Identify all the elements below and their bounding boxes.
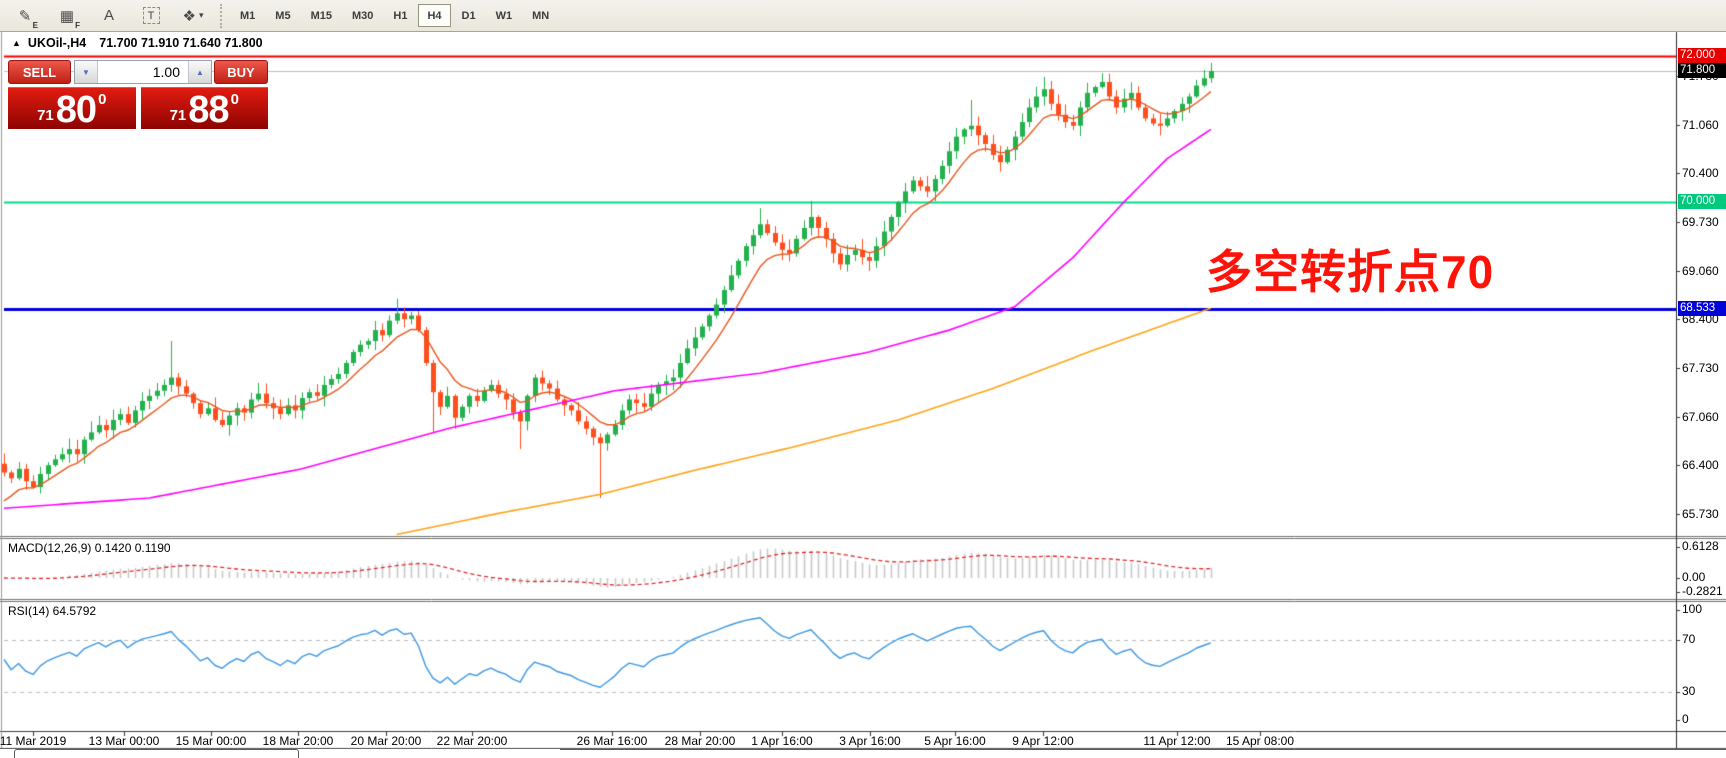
dropdown-caret-icon: ▾: [198, 10, 204, 20]
tabstrip-line: [560, 749, 1726, 750]
timeframe-H4[interactable]: H4: [418, 4, 451, 27]
buy-price-tile[interactable]: 71 88 0: [140, 87, 268, 132]
chart-title-symbol: UKOil-,H4: [27, 36, 87, 50]
grid-icon[interactable]: ▦ F: [59, 7, 80, 30]
sell-price-prefix: 71: [37, 107, 54, 124]
volume-stepper: ▼ ▲: [74, 60, 212, 84]
chart-title: ▲ UKOil-,H4 71.700 71.910 71.640 71.800: [12, 36, 263, 50]
volume-input[interactable]: [98, 61, 188, 83]
buy-price-sup: 0: [230, 91, 239, 108]
sell-price-tile[interactable]: 71 80 0: [8, 87, 136, 129]
chart-title-ohlc: 71.700 71.910 71.640 71.800: [99, 36, 263, 50]
grid-icon-sub: F: [75, 20, 80, 30]
sell-price-sup: 0: [98, 91, 107, 108]
volume-decrease-button[interactable]: ▼: [75, 61, 98, 83]
volume-increase-button[interactable]: ▲: [188, 61, 211, 83]
sell-button[interactable]: SELL: [8, 60, 71, 84]
timeframe-M15[interactable]: M15: [310, 9, 332, 22]
toolbar: ✎ E ▦ F A T ❖ ▾ M1 M5 M15 M30 H1 H4 D1 W1 MN: [0, 0, 1726, 32]
buy-button[interactable]: BUY: [214, 60, 268, 84]
draw-hatch-icon-sub: E: [32, 20, 38, 30]
timeframe-H1[interactable]: H1: [393, 9, 408, 22]
sell-price-big: 80: [55, 89, 97, 132]
chart-tabs-strip[interactable]: [0, 749, 1726, 758]
chart-annotation-text: 多空转折点70: [1206, 246, 1495, 298]
timeframe-M30[interactable]: M30: [351, 9, 374, 22]
timeframe-buttons: M1 M5 M15 M30 H1 H4 D1 W1 MN: [231, 4, 558, 27]
trade-controls-row: SELL ▼ ▲ BUY: [8, 60, 268, 84]
text-label-icon[interactable]: A: [103, 7, 114, 24]
draw-hatch-icon[interactable]: ✎ E: [18, 7, 38, 30]
text-box-icon[interactable]: T: [138, 4, 164, 28]
toolbar-separator: [220, 3, 222, 28]
buy-price-big: 88: [188, 89, 229, 132]
timeframe-W1[interactable]: W1: [495, 9, 513, 22]
timeframe-D1[interactable]: D1: [461, 9, 476, 22]
objects-arrange-icon[interactable]: ❖ ▾: [182, 7, 204, 25]
price-tiles: 71 80 0 71 88 0: [8, 87, 268, 129]
buy-price-prefix: 71: [169, 107, 187, 124]
macd-label: MACD(12,26,9) 0.1420 0.1190: [8, 541, 171, 555]
collapse-arrow-icon[interactable]: ▲: [12, 38, 21, 48]
chart-tab[interactable]: [14, 749, 299, 758]
rsi-label: RSI(14) 64.5792: [8, 604, 97, 618]
toolbar-icons: ✎ E ▦ F A T ❖ ▾: [0, 4, 206, 30]
timeframe-M5[interactable]: M5: [275, 9, 291, 22]
timeframe-M1[interactable]: M1: [240, 9, 256, 22]
timeframe-MN[interactable]: MN: [532, 9, 550, 22]
